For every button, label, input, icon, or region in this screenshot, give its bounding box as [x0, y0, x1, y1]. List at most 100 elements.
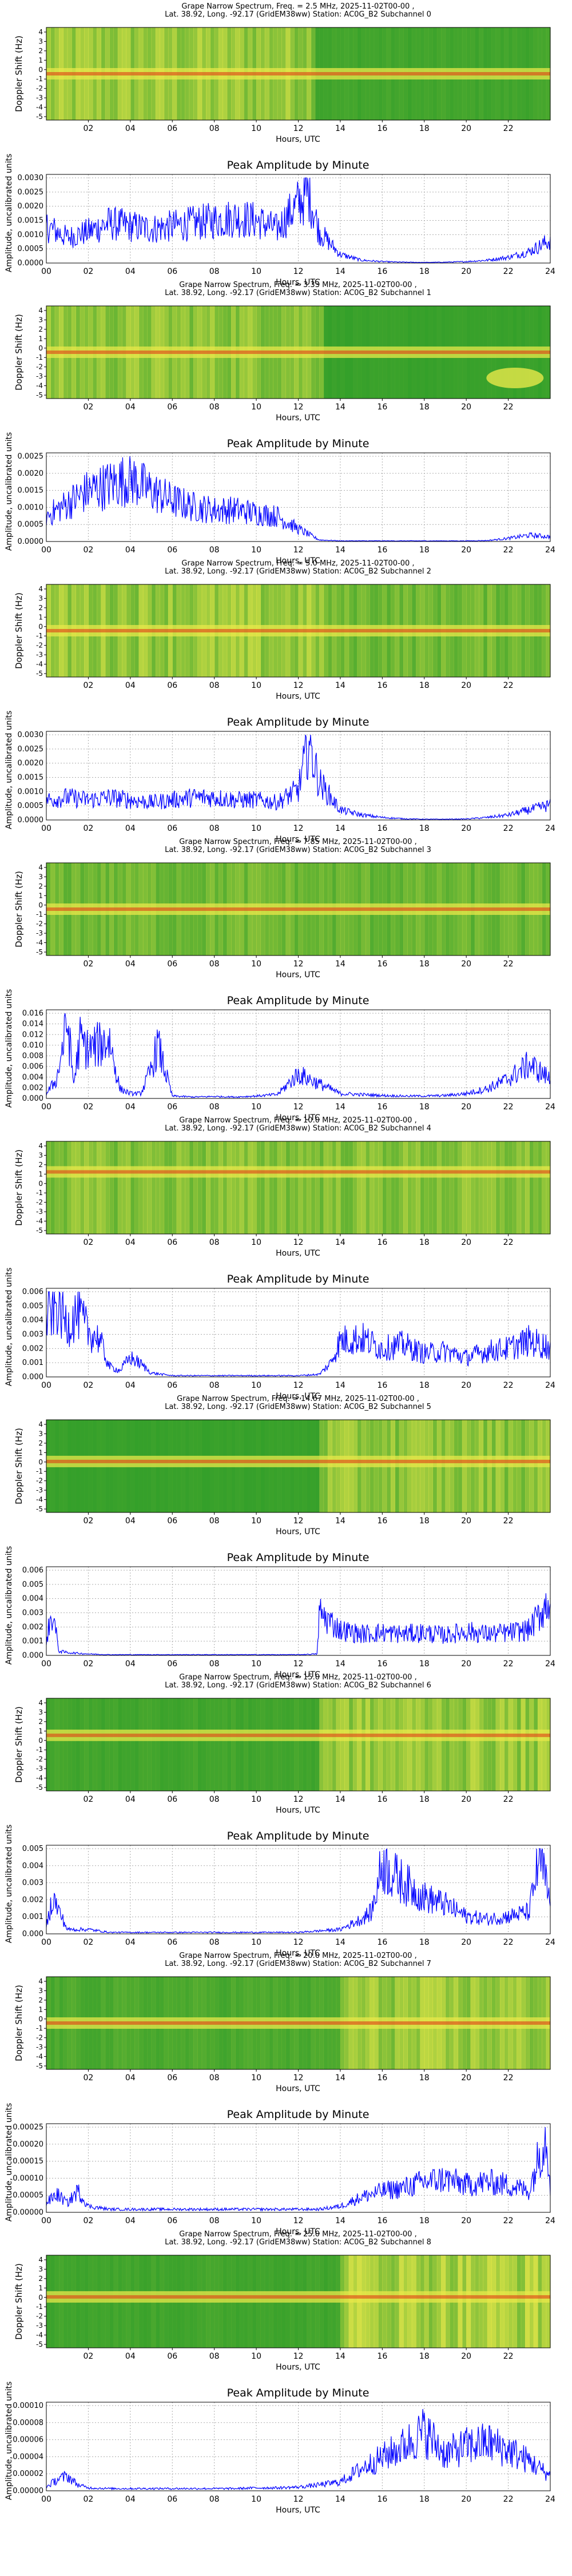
spectrogram-y-tick-label: 0 [38, 1737, 43, 1745]
spectrogram-column [223, 1141, 228, 1234]
peak-x-tick-label: 08 [209, 2216, 220, 2225]
peak-title: Peak Amplitude by Minute [227, 437, 370, 450]
spectrogram-column [436, 1698, 442, 1791]
spectrogram-column [219, 1698, 223, 1791]
spectrogram-column [147, 1698, 152, 1791]
spectrogram-x-tick-label: 12 [293, 124, 304, 133]
spectrogram-column [323, 1698, 328, 1791]
late-signal [486, 368, 544, 388]
peak-y-tick-label: 0.00005 [13, 2191, 43, 2200]
spectrogram-y-tick-label: 4 [38, 863, 43, 871]
peak-y-tick-label: 0.0025 [18, 452, 44, 461]
spectrogram-y-tick-label: -5 [36, 1227, 43, 1235]
spectrogram-column [302, 1141, 307, 1234]
spectrogram-xlabel: Hours, UTC [276, 135, 320, 144]
peak-y-tick-label: 0.000 [22, 1651, 43, 1660]
peak-y-tick-label: 0.0000 [18, 259, 44, 268]
spectrogram-y-tick-label: -3 [36, 929, 43, 937]
spectrogram-column [92, 1698, 97, 1791]
spectrogram-column [273, 1141, 278, 1234]
peak-frame [46, 1009, 551, 1099]
carrier-line [46, 1170, 550, 1174]
peak-x-tick-label: 00 [41, 1381, 51, 1390]
spectrogram-column [327, 1698, 332, 1791]
spectrogram-column [332, 1141, 337, 1234]
peak-ylabel: Amplitude, uncalibrated units [5, 154, 14, 273]
spectrogram-x-tick-label: 14 [335, 681, 345, 690]
peak-y-tick-label: 0.004 [22, 1316, 43, 1325]
spectrogram-x-tick-label: 18 [419, 959, 430, 969]
spectrogram-x-tick-label: 08 [209, 124, 220, 133]
peak-x-tick-label: 04 [125, 1659, 136, 1669]
peak-x-tick-label: 16 [377, 1659, 387, 1669]
spectrogram-column [67, 1698, 72, 1791]
spectrogram-x-tick-label: 04 [125, 1238, 136, 1247]
spectrogram-xlabel: Hours, UTC [276, 413, 320, 423]
spectrogram-column [352, 1141, 357, 1234]
spectrogram-y-tick-label: 0 [38, 344, 43, 352]
spectrogram-column [348, 1698, 353, 1791]
peak-y-tick-label: 0.006 [22, 1062, 43, 1071]
peak-y-tick-label: 0.00010 [13, 2402, 43, 2410]
spectrogram-x-tick-label: 08 [209, 403, 220, 412]
spectrogram-column [470, 1141, 475, 1234]
spectrogram-column [407, 1698, 412, 1791]
peak-x-tick-label: 18 [419, 1381, 430, 1390]
spectrogram-y-tick-label: -1 [36, 2024, 43, 2032]
peak-y-tick-label: 0.000 [22, 1373, 43, 1381]
peak-x-tick-label: 02 [84, 824, 94, 833]
spectrogram-xlabel: Hours, UTC [276, 2084, 320, 2093]
spectrogram-column [113, 1698, 118, 1791]
peak-x-tick-label: 14 [335, 824, 345, 833]
spectrogram-column [517, 1698, 522, 1791]
spectrogram-y-tick-label: 1 [38, 2005, 43, 2013]
spectrogram-column [432, 1141, 438, 1234]
spectrogram-column [403, 1141, 408, 1234]
spectrogram-column [483, 1141, 488, 1234]
spectrogram-x-tick-label: 02 [84, 124, 94, 133]
spectrogram-column [504, 1698, 509, 1791]
spectrogram-x-tick-label: 22 [503, 1795, 514, 1804]
peak-x-tick-label: 02 [84, 1102, 94, 1112]
spectrogram-column [298, 1698, 303, 1791]
peak-x-tick-label: 14 [335, 267, 345, 276]
peak-x-tick-label: 12 [293, 546, 304, 555]
spectrogram-x-tick-label: 12 [293, 1795, 304, 1804]
peak-y-tick-label: 0.001 [22, 1637, 43, 1646]
spectrogram-column [533, 1141, 538, 1234]
peak-x-tick-label: 20 [461, 1938, 471, 1947]
spectrogram-subtitle: Lat. 38.92, Long. -92.17 (GridEM38ww) St… [165, 1960, 431, 1968]
spectrogram-y-tick-label: -3 [36, 2322, 43, 2330]
spectrogram-column [176, 1698, 181, 1791]
spectrogram-x-tick-label: 16 [377, 2352, 387, 2361]
peak-ylabel: Amplitude, uncalibrated units [5, 2382, 14, 2501]
spectrogram-column [285, 1698, 291, 1791]
peak-x-tick-label: 00 [41, 2216, 51, 2225]
spectrogram-column [512, 1141, 517, 1234]
spectrogram-column [454, 1698, 459, 1791]
peak-x-tick-label: 08 [209, 824, 220, 833]
spectrogram-column [416, 1698, 421, 1791]
peak-x-tick-label: 16 [377, 1938, 387, 1947]
peak-x-tick-label: 24 [545, 2495, 555, 2504]
peak-amplitude-series [46, 2408, 551, 2491]
spectrogram-x-tick-label: 10 [251, 1238, 261, 1247]
spectrogram-x-tick-label: 14 [335, 403, 345, 412]
spectrogram-column [231, 1141, 236, 1234]
spectrogram-x-tick-label: 08 [209, 2073, 220, 2083]
spectrogram-y-tick-label: 3 [38, 1986, 43, 1994]
spectrogram-x-tick-label: 06 [167, 1238, 177, 1247]
spectrogram-column [432, 1698, 438, 1791]
spectrogram-x-tick-label: 02 [84, 403, 94, 412]
spectrogram-x-tick-label: 20 [461, 681, 471, 690]
spectrogram-y-tick-label: 3 [38, 873, 43, 881]
spectrogram-column [357, 1698, 362, 1791]
subchannel-3: Grape Narrow Spectrum, Freq. = 7.85 MHz,… [5, 838, 555, 1122]
spectrogram-x-tick-label: 14 [335, 2073, 345, 2083]
spectrogram-column [160, 1698, 165, 1791]
spectrogram-column [533, 1698, 538, 1791]
spectrogram-column [101, 1698, 106, 1791]
